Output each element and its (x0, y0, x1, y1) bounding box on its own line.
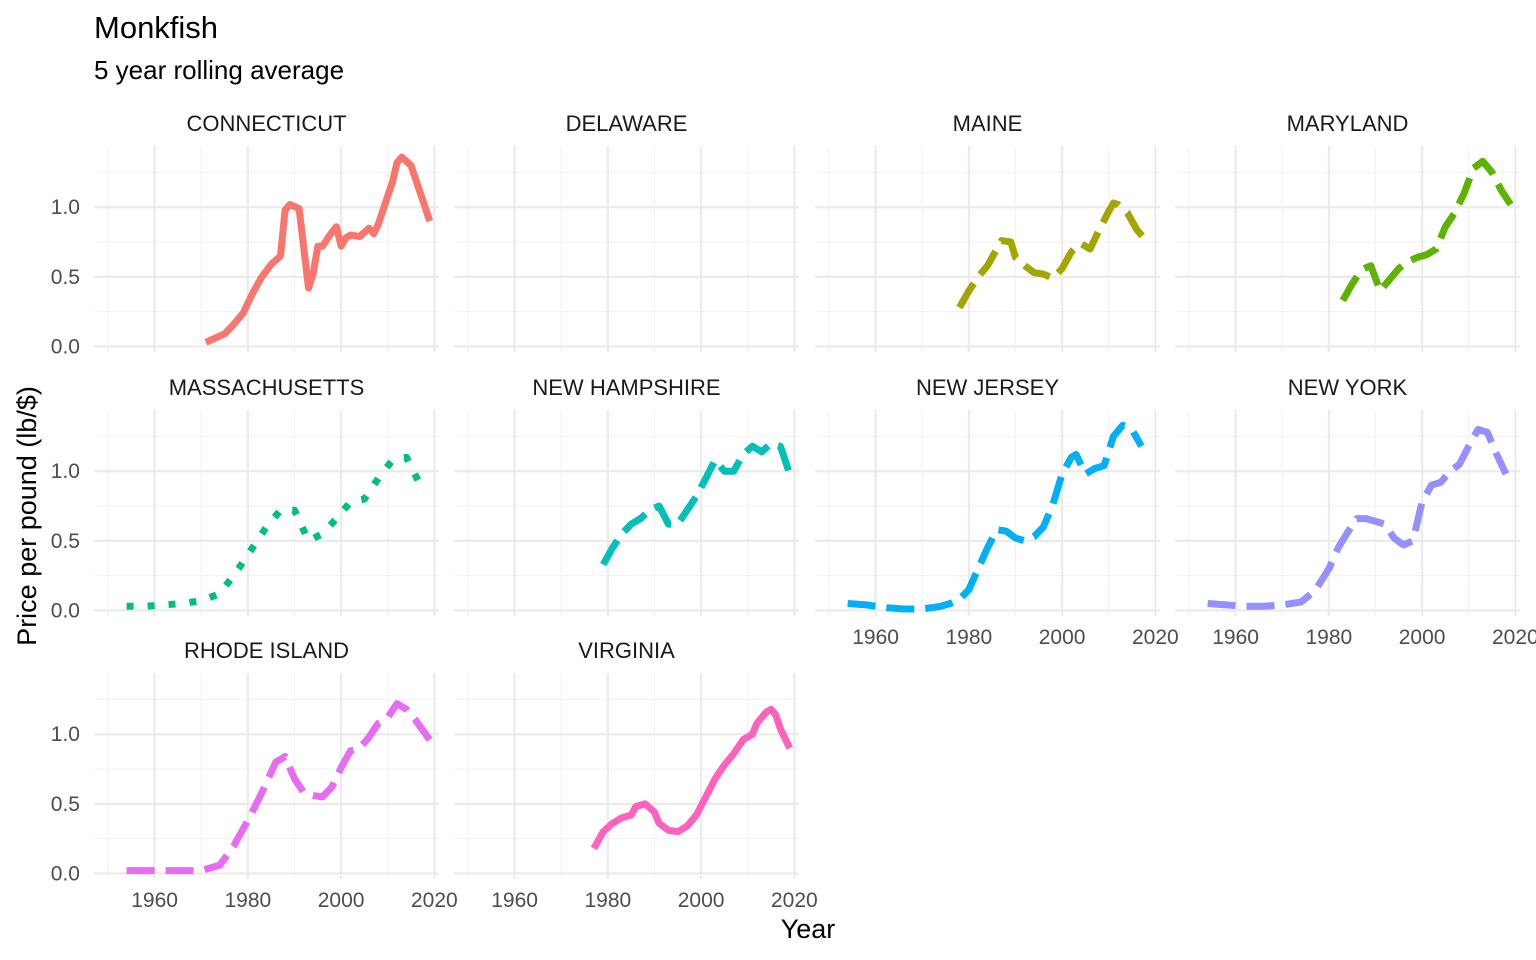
x-tick-label: 1980 (224, 889, 271, 912)
facet-delaware: DELAWARE (454, 111, 799, 352)
y-axis-title: Price per pound (lb/$) (12, 386, 42, 646)
facet-virginia: VIRGINIA 1960 1980 2000 2020 (454, 638, 818, 912)
facet-connecticut: CONNECTICUT 0.0 0.5 1.0 (51, 111, 439, 358)
facet-rhode-island: RHODE ISLAND 0.0 0.5 1.0 1960 1980 2000 2020 (51, 638, 458, 912)
facet-maine: MAINE (815, 111, 1160, 352)
facet-label: NEW JERSEY (916, 375, 1059, 400)
chart-subtitle: 5 year rolling average (94, 55, 344, 85)
series-line-maryland (1339, 157, 1514, 303)
y-tick-label: 1.0 (51, 723, 80, 746)
facet-panels: CONNECTICUT 0.0 0.5 1.0 DELAWARE MAINE MARYLAN… (51, 111, 1536, 912)
facet-maryland: MARYLAND (1175, 111, 1520, 352)
y-tick-label: 1.0 (51, 460, 80, 483)
facet-label: VIRGINIA (578, 638, 675, 663)
y-tick-label: 0.5 (51, 266, 80, 289)
facet-new-hampshire: NEW HAMPSHIRE (454, 375, 799, 616)
x-tick-label: 1960 (131, 889, 178, 912)
x-tick-label: 1980 (1305, 626, 1352, 649)
facet-label: DELAWARE (566, 111, 688, 136)
y-tick-label: 1.0 (51, 196, 80, 219)
series-line-new-jersey (847, 421, 1145, 613)
facet-label: NEW YORK (1288, 375, 1408, 400)
facet-new-york: NEW YORK 1960 1980 2000 2020 (1175, 375, 1536, 649)
x-tick-label: 2020 (1132, 626, 1179, 649)
y-tick-label: 0.5 (51, 530, 80, 553)
x-tick-label: 1980 (584, 889, 631, 912)
x-tick-label: 2020 (771, 889, 818, 912)
facet-label: MASSACHUSETTS (169, 375, 365, 400)
x-tick-label: 2000 (1039, 626, 1086, 649)
facet-new-jersey: NEW JERSEY 1960 1980 2000 2020 (815, 375, 1179, 649)
x-tick-label: 2000 (1399, 626, 1446, 649)
x-tick-label: 2000 (318, 889, 365, 912)
y-tick-label: 0.0 (51, 335, 80, 358)
series-line-rhode-island (126, 700, 433, 875)
chart-title: Monkfish (94, 10, 218, 45)
series-line-virginia (590, 705, 793, 851)
x-tick-label: 1980 (945, 626, 992, 649)
series-line-massachusetts (126, 453, 424, 610)
facet-label: NEW HAMPSHIRE (532, 375, 720, 400)
x-tick-label: 1960 (491, 889, 538, 912)
x-tick-label: 1960 (852, 626, 899, 649)
facet-massachusetts: MASSACHUSETTS 0.0 0.5 1.0 (51, 375, 439, 622)
facet-label: MARYLAND (1287, 111, 1409, 136)
x-tick-label: 2000 (678, 889, 725, 912)
series-line-new-hampshire (600, 439, 794, 567)
facet-label: CONNECTICUT (186, 111, 346, 136)
x-axis-title: Year (781, 914, 836, 944)
x-tick-label: 2020 (411, 889, 458, 912)
x-tick-label: 2020 (1492, 626, 1536, 649)
series-line-new-york (1207, 426, 1510, 610)
facet-label: RHODE ISLAND (184, 638, 349, 663)
y-tick-label: 0.0 (51, 599, 80, 622)
facet-label: MAINE (953, 111, 1023, 136)
y-tick-label: 0.5 (51, 793, 80, 816)
series-line-connecticut (204, 153, 434, 346)
y-tick-label: 0.0 (51, 862, 80, 885)
series-line-maine (956, 199, 1149, 310)
x-tick-label: 1960 (1212, 626, 1259, 649)
